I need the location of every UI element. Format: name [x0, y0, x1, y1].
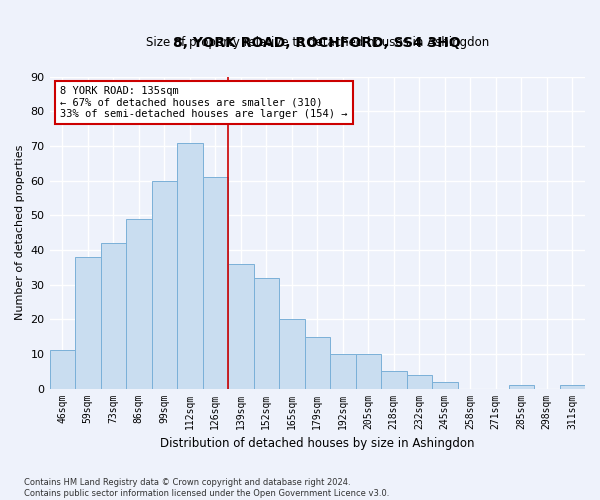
Bar: [305, 336, 330, 388]
Bar: [75, 257, 101, 388]
Bar: [560, 385, 585, 388]
Bar: [126, 219, 152, 388]
Bar: [279, 320, 305, 388]
Bar: [101, 243, 126, 388]
Bar: [381, 371, 407, 388]
Bar: [177, 142, 203, 388]
Bar: [50, 350, 75, 389]
Bar: [432, 382, 458, 388]
Y-axis label: Number of detached properties: Number of detached properties: [15, 145, 25, 320]
Bar: [356, 354, 381, 388]
Bar: [203, 177, 228, 388]
X-axis label: Distribution of detached houses by size in Ashingdon: Distribution of detached houses by size …: [160, 437, 475, 450]
Bar: [152, 180, 177, 388]
Text: 8 YORK ROAD: 135sqm
← 67% of detached houses are smaller (310)
33% of semi-detac: 8 YORK ROAD: 135sqm ← 67% of detached ho…: [60, 86, 348, 120]
Bar: [228, 264, 254, 388]
Title: Size of property relative to detached houses in Ashingdon: Size of property relative to detached ho…: [146, 36, 489, 49]
Bar: [407, 374, 432, 388]
Bar: [330, 354, 356, 388]
Text: 8, YORK ROAD, ROCHFORD, SS4 3HQ: 8, YORK ROAD, ROCHFORD, SS4 3HQ: [173, 36, 461, 50]
Text: Contains HM Land Registry data © Crown copyright and database right 2024.
Contai: Contains HM Land Registry data © Crown c…: [24, 478, 389, 498]
Bar: [254, 278, 279, 388]
Bar: [509, 385, 534, 388]
